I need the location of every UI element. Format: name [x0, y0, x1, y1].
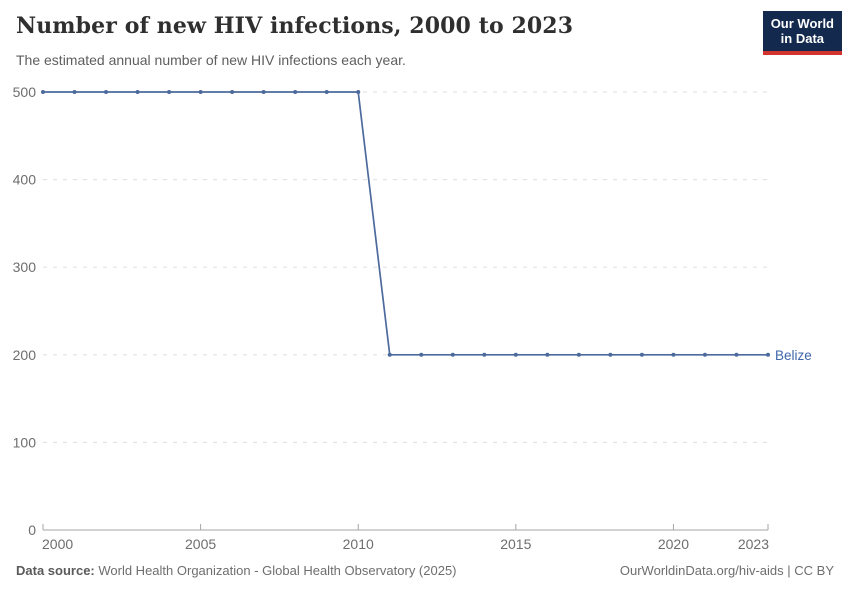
x-axis-tick-label: 2005	[185, 536, 216, 552]
data-point	[324, 90, 329, 94]
data-point	[450, 352, 455, 357]
credit-link[interactable]: OurWorldinData.org/hiv-aids | CC BY	[619, 563, 834, 578]
data-point	[545, 352, 550, 357]
owid-logo-line1: Our World	[770, 16, 834, 31]
data-point	[72, 90, 77, 94]
data-point	[198, 90, 203, 94]
y-axis-tick-label: 0	[28, 522, 36, 538]
data-point	[356, 90, 361, 94]
data-point	[576, 352, 581, 357]
owid-logo[interactable]: Our World in Data	[762, 11, 842, 55]
data-point	[41, 90, 45, 94]
data-line	[43, 91, 768, 356]
data-point	[387, 352, 392, 357]
x-axis-tick-label: 2015	[500, 536, 531, 552]
data-point	[419, 352, 424, 357]
y-axis-tick-label: 200	[13, 347, 37, 363]
x-axis-tick-label: 2010	[343, 536, 374, 552]
x-axis-tick-label: 2020	[658, 536, 689, 552]
data-source: Data source: World Health Organization -…	[16, 563, 457, 578]
y-axis-tick-label: 500	[13, 84, 37, 100]
x-axis-tick-label: 2000	[42, 536, 73, 552]
owid-logo-line2: in Data	[780, 31, 825, 47]
data-point	[293, 90, 298, 94]
data-point	[702, 352, 707, 357]
data-source-label: Data source:	[16, 563, 95, 578]
data-source-value: World Health Organization - Global Healt…	[94, 563, 457, 578]
data-point	[261, 90, 266, 94]
data-point	[513, 352, 518, 357]
data-point	[766, 352, 770, 357]
data-point	[482, 352, 487, 357]
chart-footer: Data source: World Health Organization -…	[16, 563, 834, 578]
data-point	[135, 90, 140, 94]
data-point	[734, 352, 739, 357]
y-axis-tick-label: 400	[13, 172, 37, 188]
series-label: Belize	[775, 348, 812, 363]
y-axis-tick-label: 100	[13, 434, 37, 450]
chart-title: Number of new HIV infections, 2000 to 20…	[16, 13, 574, 39]
data-point	[230, 90, 235, 94]
y-axis-tick-label: 300	[13, 259, 37, 275]
data-point	[104, 90, 109, 94]
data-point	[671, 352, 676, 357]
data-point	[167, 90, 172, 94]
x-axis-tick-label: 2023	[738, 536, 769, 552]
chart-subtitle: The estimated annual number of new HIV i…	[16, 52, 406, 68]
data-point	[608, 352, 613, 357]
data-point	[639, 352, 644, 357]
